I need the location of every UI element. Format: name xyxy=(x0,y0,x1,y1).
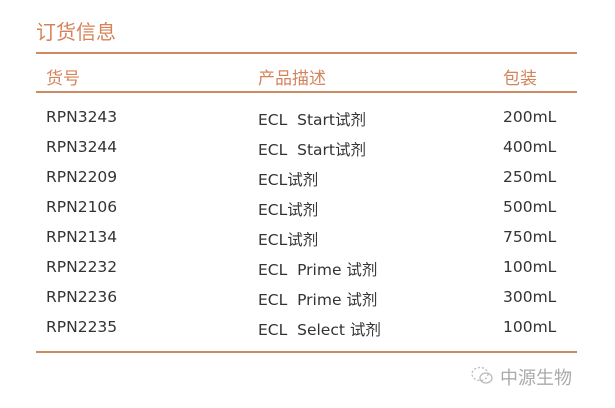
description-cell: ECL Start试剂 xyxy=(258,111,366,129)
package-cell: 300mL xyxy=(503,288,557,306)
table-row: RPN2106 ECL试剂 500mL xyxy=(0,198,615,228)
header-sku: 货号 xyxy=(46,69,80,89)
description-cell: ECL试剂 xyxy=(258,201,319,219)
sku-cell: RPN3244 xyxy=(46,138,118,156)
sku-cell: RPN2235 xyxy=(46,318,118,336)
sku-cell: RPN2232 xyxy=(46,258,118,276)
watermark: 中源生物 xyxy=(470,364,572,390)
wechat-icon xyxy=(470,365,494,390)
description-cell: ECL Prime 试剂 xyxy=(258,291,378,309)
sku-cell: RPN2106 xyxy=(46,198,118,216)
description-cell: ECL试剂 xyxy=(258,171,319,189)
table-row: RPN2235 ECL Select 试剂 100mL xyxy=(0,318,615,348)
section-title: 订货信息 xyxy=(36,20,116,44)
table-row: RPN2232 ECL Prime 试剂 100mL xyxy=(0,258,615,288)
table-row: RPN2134 ECL试剂 750mL xyxy=(0,228,615,258)
table-row: RPN2209 ECL试剂 250mL xyxy=(0,168,615,198)
watermark-text: 中源生物 xyxy=(500,368,572,389)
description-cell: ECL Prime 试剂 xyxy=(258,261,378,279)
table-row: RPN3244 ECL Start试剂 400mL xyxy=(0,138,615,168)
description-cell: ECL Select 试剂 xyxy=(258,321,381,339)
header-divider xyxy=(36,91,577,93)
package-cell: 100mL xyxy=(503,258,557,276)
package-cell: 100mL xyxy=(503,318,557,336)
table-row: RPN3243 ECL Start试剂 200mL xyxy=(0,108,615,138)
table-row: RPN2236 ECL Prime 试剂 300mL xyxy=(0,288,615,318)
sku-cell: RPN2236 xyxy=(46,288,118,306)
package-cell: 250mL xyxy=(503,168,557,186)
bottom-divider xyxy=(36,351,577,353)
header-description: 产品描述 xyxy=(258,69,326,89)
sku-cell: RPN3243 xyxy=(46,108,118,126)
description-cell: ECL试剂 xyxy=(258,231,319,249)
description-cell: ECL Start试剂 xyxy=(258,141,366,159)
package-cell: 400mL xyxy=(503,138,557,156)
sku-cell: RPN2209 xyxy=(46,168,118,186)
top-divider xyxy=(36,52,577,54)
sku-cell: RPN2134 xyxy=(46,228,118,246)
package-cell: 200mL xyxy=(503,108,557,126)
package-cell: 500mL xyxy=(503,198,557,216)
package-cell: 750mL xyxy=(503,228,557,246)
header-package: 包装 xyxy=(503,69,537,89)
